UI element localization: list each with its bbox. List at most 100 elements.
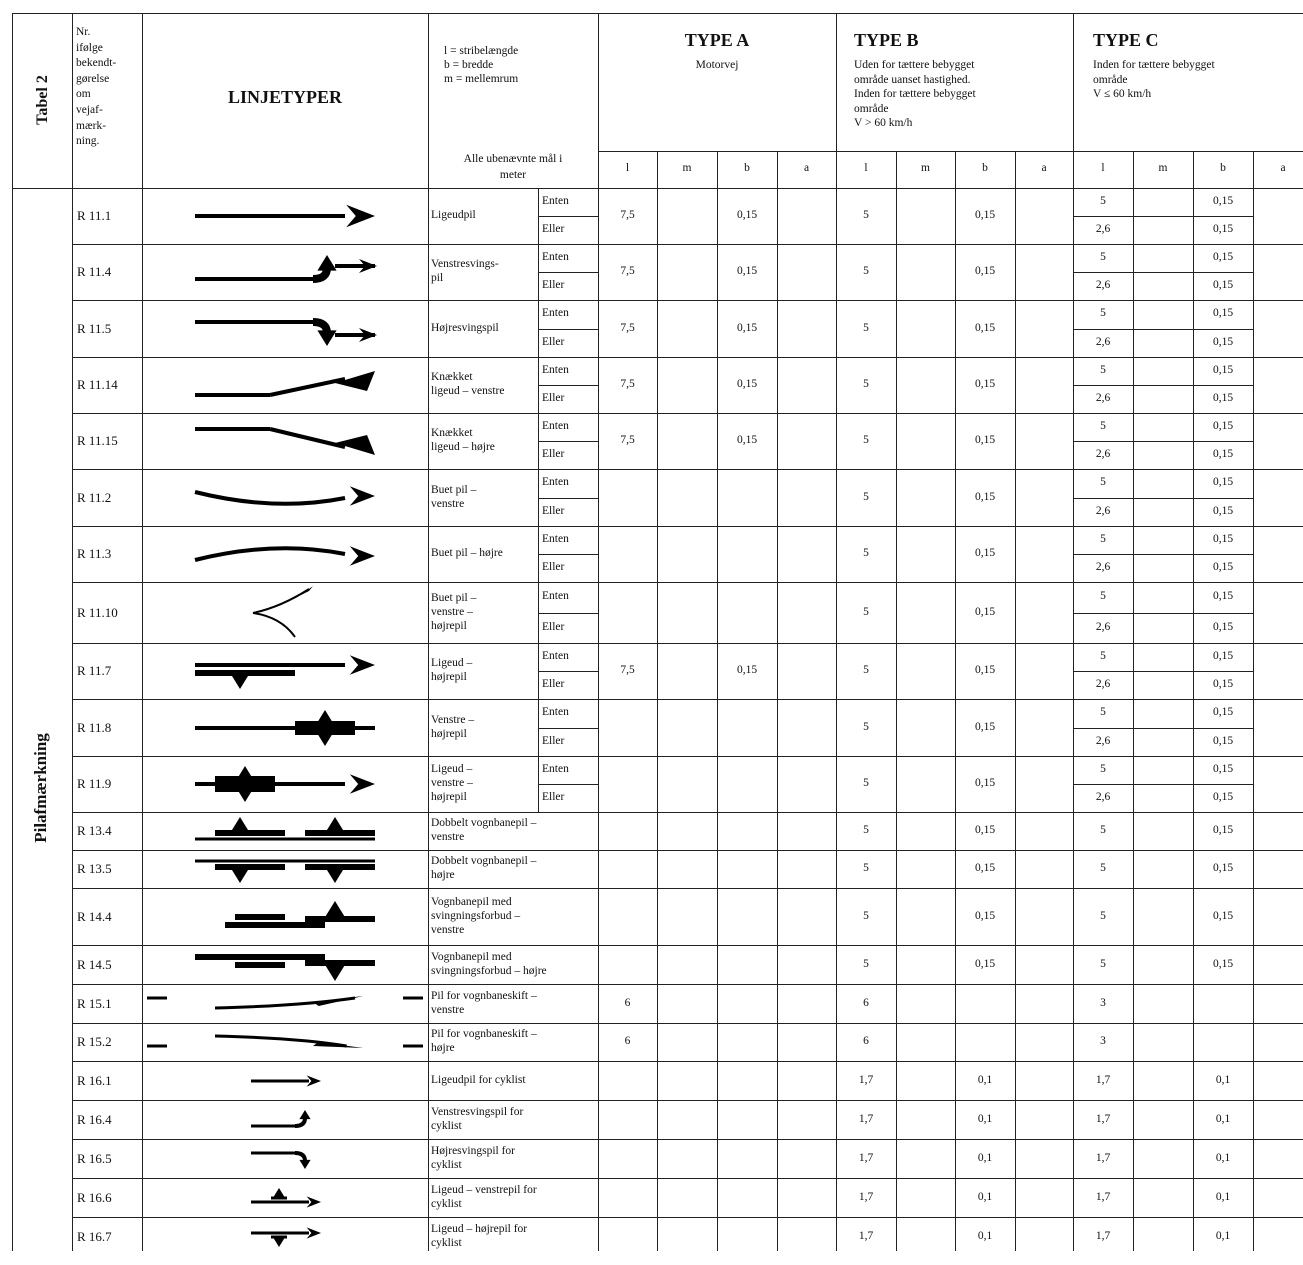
or-label: Eller bbox=[542, 620, 565, 633]
row-description: Dobbelt vognbanepil – bbox=[431, 855, 537, 867]
subcolumn-divider bbox=[1253, 151, 1254, 1251]
row-number: R 11.14 bbox=[77, 377, 118, 392]
row-description: Venstre – bbox=[431, 713, 475, 726]
double-lane-left-arrow-icon bbox=[195, 817, 375, 841]
type-b-l-value: 1,7 bbox=[858, 1151, 874, 1164]
type-c-l-value: 5 bbox=[1100, 195, 1106, 207]
row-description: Højresvingspil bbox=[431, 321, 499, 334]
double-lane-right-arrow-icon bbox=[195, 859, 375, 883]
type-c-l-value: 5 bbox=[1100, 862, 1106, 874]
subheader-b: b bbox=[744, 162, 750, 174]
row-divider bbox=[72, 1023, 1303, 1024]
type-a-b-value: 0,15 bbox=[736, 265, 758, 277]
type-b-b-value: 0,15 bbox=[974, 909, 996, 922]
type-c-split-line bbox=[1073, 554, 1253, 555]
type-b-l-value: 1,7 bbox=[858, 1229, 874, 1242]
row-divider bbox=[72, 984, 1303, 985]
header-bottom-border bbox=[12, 188, 1303, 189]
right-turn-arrow-icon bbox=[195, 317, 377, 346]
row-divider bbox=[72, 756, 1303, 757]
type-c-b-value: 0,15 bbox=[1212, 734, 1234, 747]
row-description: cyklist bbox=[431, 1236, 462, 1249]
row-description: Ligeud – venstrepil for bbox=[431, 1183, 537, 1196]
cycle-straight-arrow-icon bbox=[251, 1074, 321, 1087]
row-number: R 11.2 bbox=[77, 489, 112, 505]
subheader-l: l bbox=[864, 162, 868, 174]
type-c-l-value: 5 bbox=[1100, 590, 1106, 603]
row-description: Venstresvings- bbox=[431, 258, 499, 270]
row-description: cyklist bbox=[431, 1119, 462, 1132]
or-label: Eller bbox=[542, 678, 565, 690]
type-b-l-value: 5 bbox=[863, 321, 869, 334]
type-c-split-line bbox=[1073, 272, 1253, 273]
row-description: ligeud – venstre bbox=[431, 385, 505, 397]
subheader-m: m bbox=[1158, 162, 1168, 174]
column-divider bbox=[598, 13, 599, 1251]
type-b-title: TYPE B bbox=[854, 30, 919, 50]
type-b-b-value: 0,15 bbox=[974, 209, 996, 221]
three-way-arrow-icon bbox=[195, 766, 375, 802]
type-c-l-value: 2,6 bbox=[1095, 791, 1111, 803]
either-label: Enten bbox=[542, 364, 569, 376]
type-c-title: TYPE C bbox=[1093, 30, 1159, 50]
row-divider bbox=[72, 812, 1303, 813]
type-c-split-line bbox=[1073, 671, 1253, 672]
type-b-l-value: 5 bbox=[863, 720, 869, 733]
type-a-l-value: 6 bbox=[624, 1035, 631, 1047]
curved-left-arrow-icon bbox=[194, 485, 375, 506]
subheader-a: a bbox=[1280, 162, 1286, 174]
type-c-line: V ≤ 60 km/h bbox=[1093, 88, 1152, 100]
left-turn-arrow-icon bbox=[195, 255, 377, 283]
type-b-l-value: 5 bbox=[863, 378, 869, 390]
cycle-straight-left-arrow-icon bbox=[251, 1187, 321, 1208]
type-c-b-value: 0,15 bbox=[1212, 223, 1234, 235]
subcolumn-divider bbox=[1133, 151, 1134, 1251]
type-c-l-value: 5 bbox=[1100, 364, 1106, 376]
either-label: Enten bbox=[542, 195, 569, 207]
type-c-b-value: 0,15 bbox=[1212, 364, 1234, 376]
either-or-separator bbox=[538, 328, 598, 330]
row-description: højre bbox=[431, 1042, 455, 1054]
row-description: Pil for vognbaneskift – bbox=[431, 989, 537, 1002]
type-b-b-value: 0,1 bbox=[977, 1229, 993, 1242]
type-c-l-value: 2,6 bbox=[1095, 335, 1111, 348]
row-description: Buet pil – bbox=[431, 591, 477, 604]
type-a-title: TYPE A bbox=[684, 30, 750, 50]
type-a-b-value: 0,15 bbox=[736, 321, 758, 334]
type-c-b-value: 0,1 bbox=[1215, 1190, 1231, 1203]
or-label: Eller bbox=[542, 504, 565, 517]
type-c-split-line bbox=[1073, 497, 1253, 499]
type-b-l-value: 1,7 bbox=[858, 1112, 874, 1125]
row-description: cyklist bbox=[431, 1197, 462, 1210]
row-description: venstre bbox=[431, 831, 465, 843]
cycle-right-turn-arrow-icon bbox=[251, 1150, 311, 1169]
row-description: Ligeud – bbox=[431, 763, 473, 775]
column-divider bbox=[1073, 13, 1074, 1251]
row-divider bbox=[72, 413, 1303, 414]
type-c-b-value: 0,1 bbox=[1215, 1112, 1231, 1125]
type-b-b-value: 0,15 bbox=[974, 378, 996, 390]
either-or-separator bbox=[538, 671, 598, 672]
row-divider bbox=[72, 582, 1303, 583]
type-b-l-value: 5 bbox=[863, 957, 869, 970]
column-divider bbox=[142, 13, 143, 1251]
type-b-b-value: 0,15 bbox=[974, 862, 996, 874]
row-number: R 15.2 bbox=[77, 1034, 112, 1049]
cycle-straight-right-arrow-icon bbox=[251, 1226, 321, 1247]
type-b-b-value: 0,15 bbox=[974, 434, 996, 446]
either-or-separator bbox=[538, 612, 598, 614]
type-a-b-value: 0,15 bbox=[736, 209, 758, 221]
type-c-l-value: 5 bbox=[1100, 533, 1106, 545]
row-divider bbox=[72, 1139, 1303, 1140]
row-number: R 15.1 bbox=[77, 995, 112, 1011]
type-c-l-value: 2,6 bbox=[1095, 223, 1111, 235]
legend-line: b = bredde bbox=[444, 59, 494, 71]
type-b-line: Inden for tættere bebygget bbox=[854, 88, 976, 100]
subheader-m: m bbox=[682, 162, 692, 174]
type-c-l-value: 5 bbox=[1100, 824, 1106, 836]
type-c-b-value: 0,15 bbox=[1212, 561, 1234, 573]
type-c-l-value: 5 bbox=[1100, 476, 1106, 489]
either-or-separator bbox=[538, 385, 598, 386]
type-b-b-value: 0,15 bbox=[974, 490, 996, 503]
